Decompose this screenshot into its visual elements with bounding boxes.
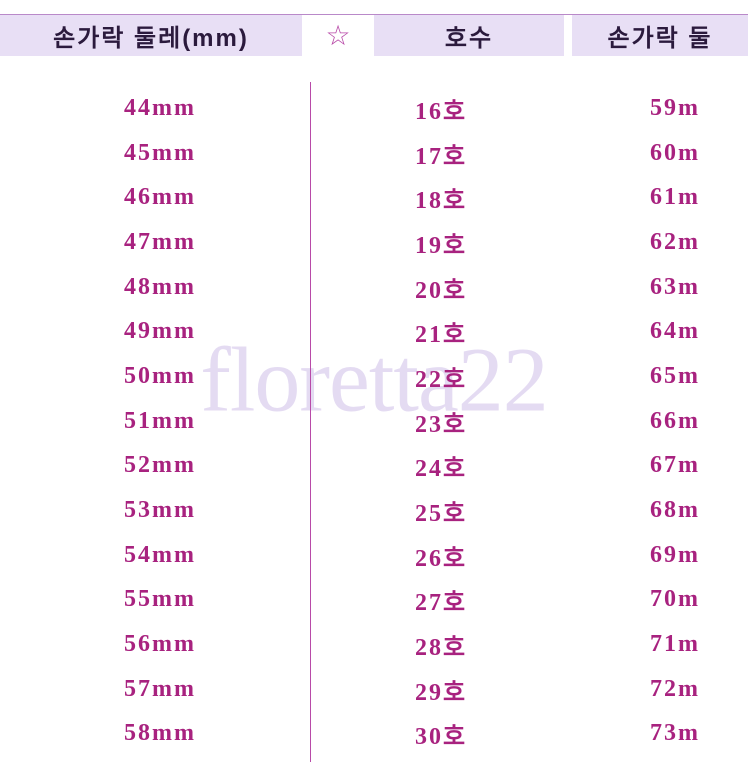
table-cell: 16호 — [310, 86, 572, 131]
size-chart: 손가락 둘레(mm) ☆ 호수 손가락 둘 44mm 45mm 46mm 47m… — [0, 14, 748, 762]
table-cell: 71m — [572, 622, 748, 667]
table-cell: 45mm — [0, 131, 310, 176]
table-cell: 57mm — [0, 667, 310, 712]
header-row: 손가락 둘레(mm) ☆ 호수 손가락 둘 — [0, 14, 748, 56]
table-cell: 65m — [572, 354, 748, 399]
table-cell: 50mm — [0, 354, 310, 399]
table-cell: 18호 — [310, 175, 572, 220]
table-cell: 55mm — [0, 578, 310, 623]
table-cell: 62m — [572, 220, 748, 265]
table-cell: 58mm — [0, 712, 310, 757]
table-cell: 69m — [572, 533, 748, 578]
table-cell: 46mm — [0, 175, 310, 220]
table-cell: 64m — [572, 309, 748, 354]
table-cell: 28호 — [310, 622, 572, 667]
table-cell: 25호 — [310, 488, 572, 533]
table-cell: 66m — [572, 399, 748, 444]
table-cell: 61m — [572, 175, 748, 220]
table-cell: 22호 — [310, 354, 572, 399]
column-mid: 16호 17호 18호 19호 20호 21호 22호 23호 24호 25호 … — [310, 82, 572, 762]
table-cell: 52mm — [0, 444, 310, 489]
table-cell: 27호 — [310, 578, 572, 623]
table-cell: 53mm — [0, 488, 310, 533]
table-cell: 49mm — [0, 309, 310, 354]
table-cell: 60m — [572, 131, 748, 176]
table-cell: 68m — [572, 488, 748, 533]
star-icon: ☆ — [310, 14, 366, 56]
table-cell: 23호 — [310, 399, 572, 444]
table-cell: 72m — [572, 667, 748, 712]
table-cell: 48mm — [0, 265, 310, 310]
table-cell: 59m — [572, 86, 748, 131]
table-cell: 44mm — [0, 86, 310, 131]
table-body: 44mm 45mm 46mm 47mm 48mm 49mm 50mm 51mm … — [0, 82, 748, 762]
column-left: 44mm 45mm 46mm 47mm 48mm 49mm 50mm 51mm … — [0, 82, 310, 762]
header-circumference-right: 손가락 둘 — [572, 14, 748, 56]
table-cell: 21호 — [310, 309, 572, 354]
table-cell: 56mm — [0, 622, 310, 667]
table-cell: 70m — [572, 578, 748, 623]
table-cell: 73m — [572, 712, 748, 757]
table-cell: 30호 — [310, 712, 572, 757]
table-cell: 26호 — [310, 533, 572, 578]
table-cell: 47mm — [0, 220, 310, 265]
table-cell: 29호 — [310, 667, 572, 712]
top-border — [0, 14, 748, 15]
header-circumference-left: 손가락 둘레(mm) — [0, 14, 302, 56]
table-cell: 17호 — [310, 131, 572, 176]
table-cell: 51mm — [0, 399, 310, 444]
column-right: 59m 60m 61m 62m 63m 64m 65m 66m 67m 68m … — [572, 82, 748, 762]
table-cell: 54mm — [0, 533, 310, 578]
table-cell: 20호 — [310, 265, 572, 310]
table-cell: 24호 — [310, 444, 572, 489]
table-cell: 67m — [572, 444, 748, 489]
table-cell: 63m — [572, 265, 748, 310]
table-cell: 19호 — [310, 220, 572, 265]
header-size-number: 호수 — [374, 14, 564, 56]
